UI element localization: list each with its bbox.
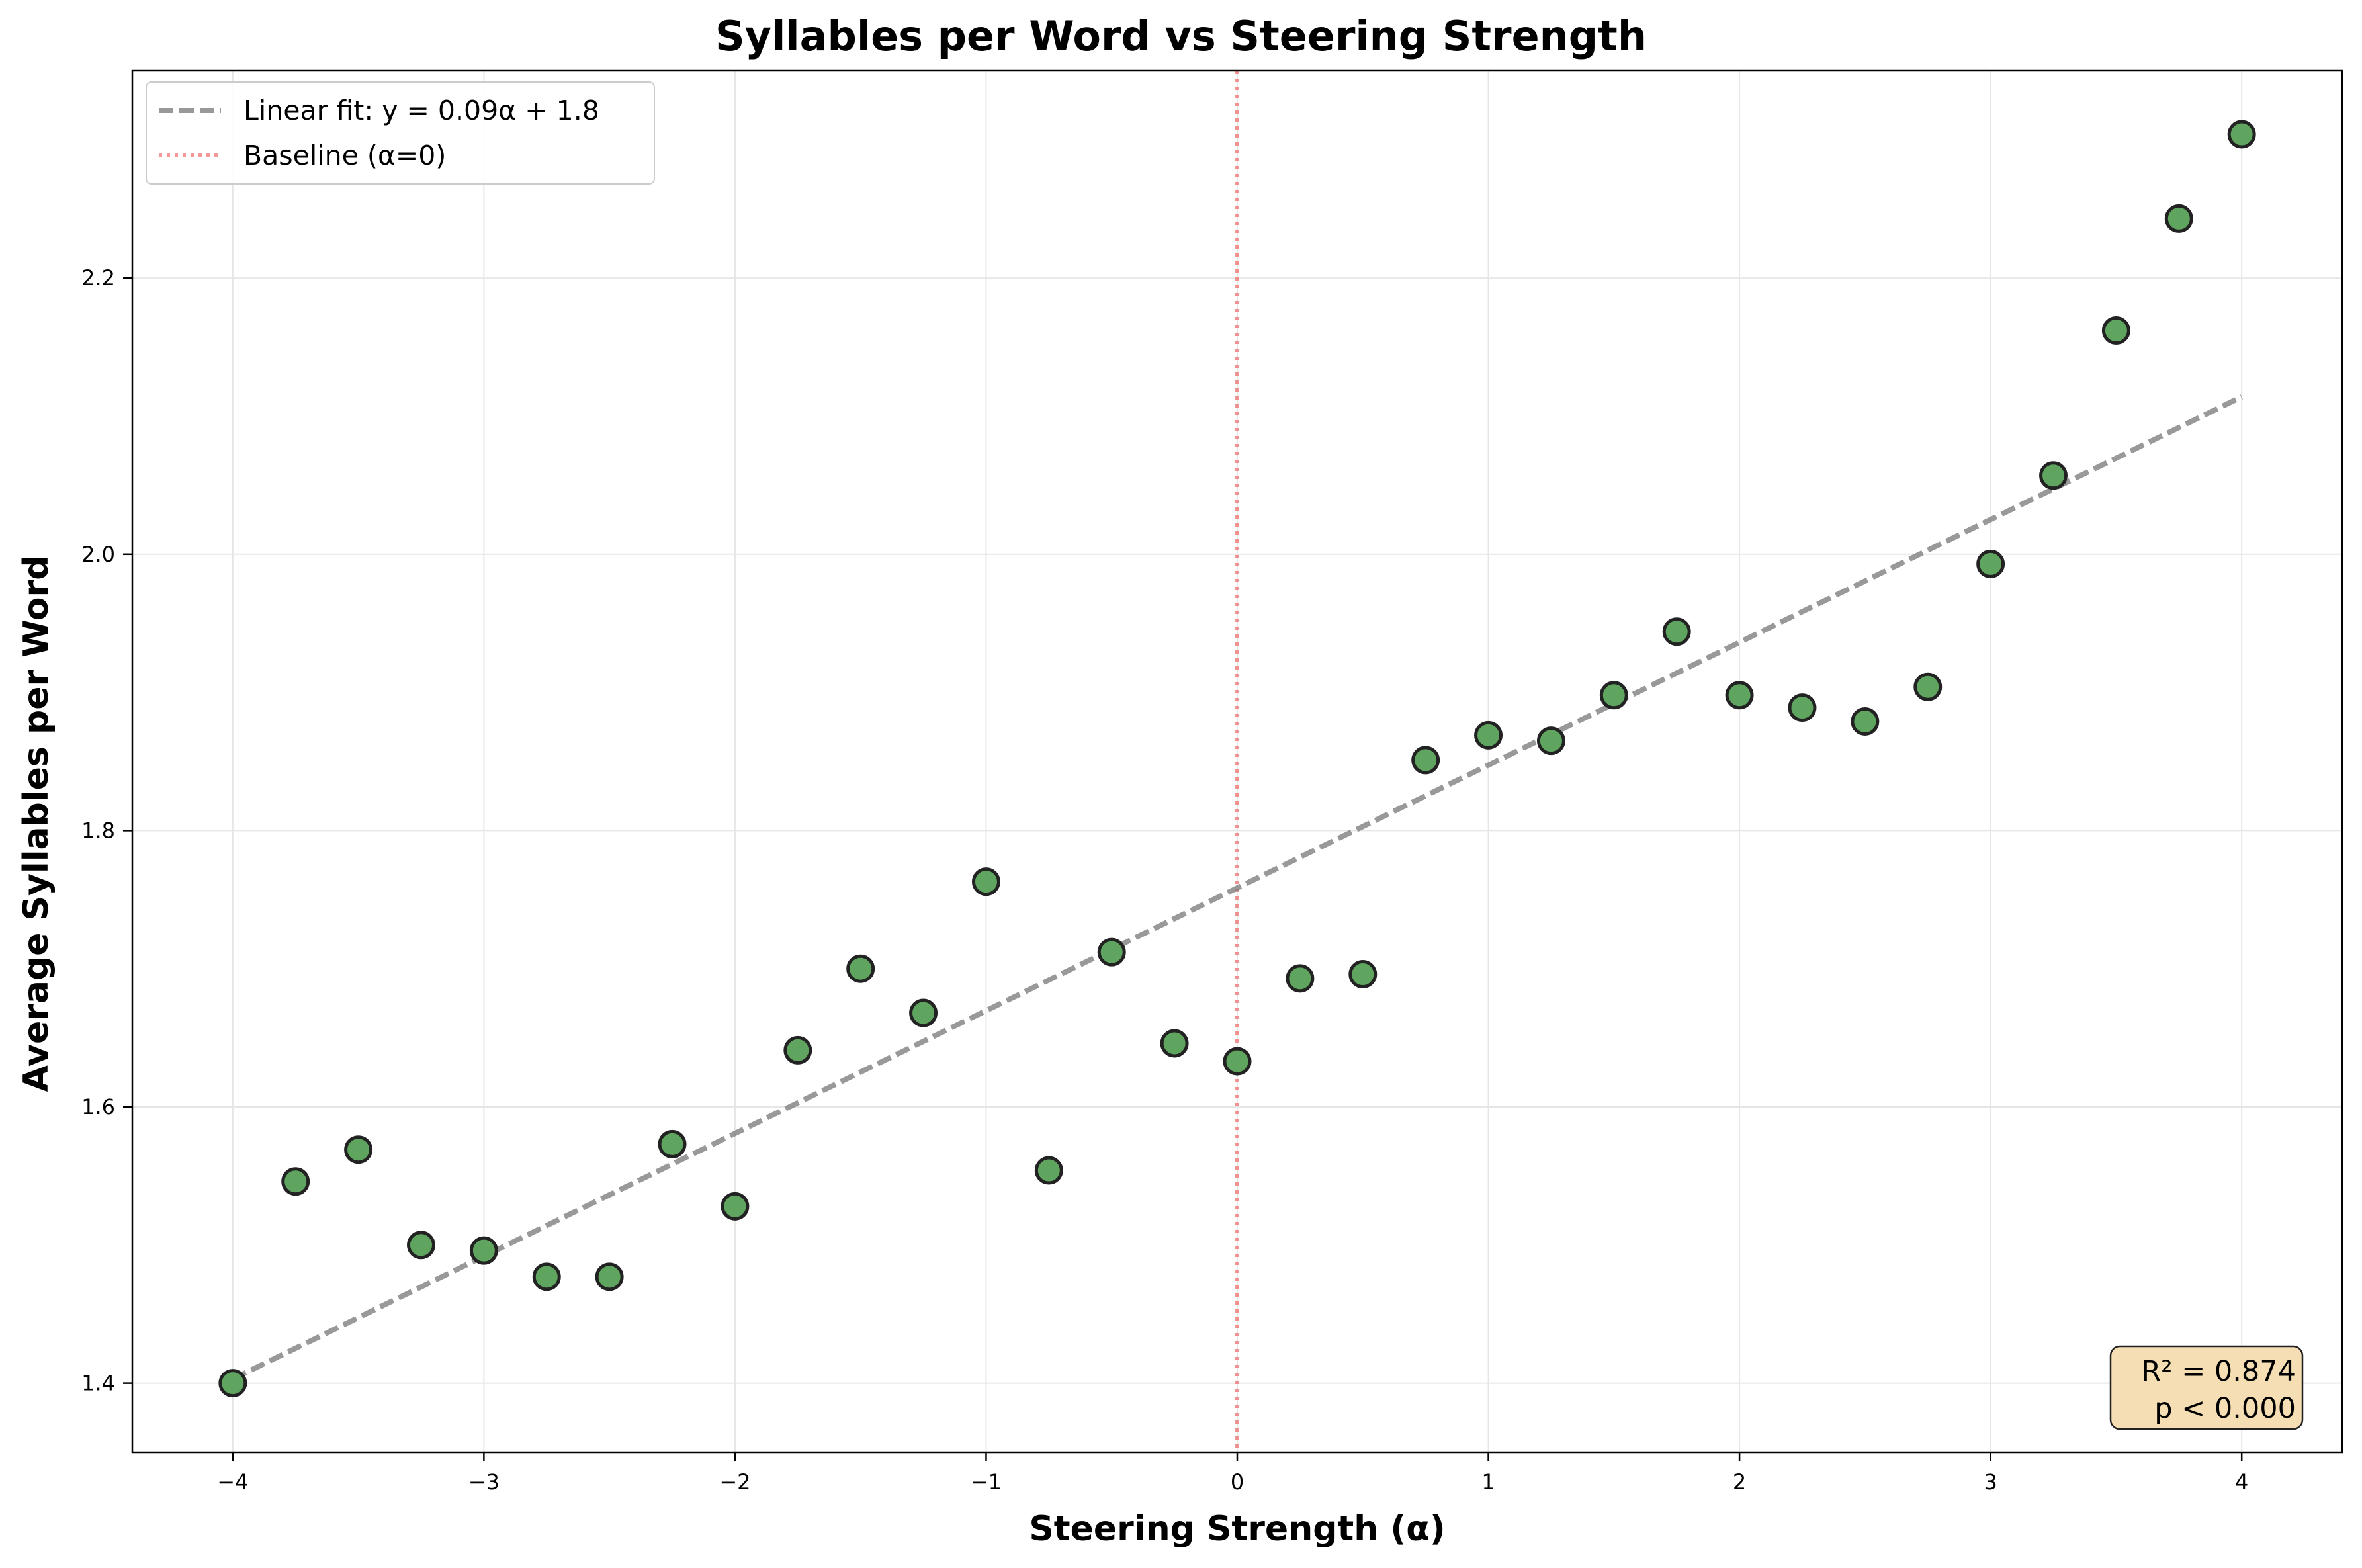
stats-p-value: p < 0.000 xyxy=(2154,1392,2296,1425)
stats-r-squared: R² = 0.874 xyxy=(2141,1355,2296,1388)
data-point xyxy=(1662,617,1691,646)
data-point xyxy=(344,1135,373,1164)
data-point xyxy=(1788,693,1817,722)
data-point xyxy=(1411,746,1440,775)
stats-box xyxy=(2109,1345,2304,1430)
y-axis-label: Average Syllables per Word xyxy=(17,556,56,1092)
y-tick-label: 2.2 xyxy=(81,265,115,290)
stats-annotation: R² = 0.874 p < 0.000 xyxy=(2109,1345,2304,1430)
data-point xyxy=(783,1035,812,1065)
linear-fit-line xyxy=(232,394,2243,1381)
legend: Linear fit: y = 0.09α + 1.8 Baseline (α=… xyxy=(146,81,655,185)
data-point xyxy=(1474,720,1503,750)
data-point xyxy=(1976,549,2005,578)
data-point xyxy=(595,1262,624,1291)
data-points xyxy=(218,120,2256,1398)
data-point xyxy=(2227,120,2256,149)
y-tick-label: 1.4 xyxy=(81,1371,115,1396)
x-tick-label: 2 xyxy=(1733,1469,1746,1495)
data-point xyxy=(1599,681,1628,710)
y-tick-label: 1.6 xyxy=(81,1094,115,1119)
x-tick-label: −1 xyxy=(971,1469,1002,1495)
fit-line-layer xyxy=(232,394,2243,1381)
data-point xyxy=(1348,960,1378,989)
x-tick-label: −2 xyxy=(719,1469,750,1495)
data-point xyxy=(1536,726,1565,756)
y-axis-ticks: 1.4 1.6 1.8 2.0 2.2 xyxy=(81,265,132,1396)
data-point xyxy=(469,1236,498,1265)
data-point xyxy=(1160,1029,1189,1058)
legend-fit-label: Linear fit: y = 0.09α + 1.8 xyxy=(243,95,599,126)
data-point xyxy=(1223,1047,1252,1076)
data-point xyxy=(721,1192,750,1221)
data-point xyxy=(658,1129,687,1158)
x-tick-label: 0 xyxy=(1231,1469,1244,1495)
x-tick-label: −4 xyxy=(217,1469,248,1495)
data-point xyxy=(1725,681,1754,710)
x-axis-label: Steering Strength (α) xyxy=(1029,1509,1445,1549)
y-tick-label: 1.8 xyxy=(81,818,115,843)
data-point xyxy=(2101,316,2130,345)
x-tick-label: 1 xyxy=(1481,1469,1495,1495)
data-point xyxy=(846,954,875,983)
data-point xyxy=(218,1369,247,1398)
data-point xyxy=(1286,964,1315,993)
y-tick-label: 2.0 xyxy=(81,542,115,567)
data-point xyxy=(2164,204,2193,233)
x-axis-ticks: −4 −3 −2 −1 0 1 2 3 4 xyxy=(217,1452,2248,1495)
data-point xyxy=(971,867,1000,896)
data-point xyxy=(281,1167,310,1196)
legend-baseline-label: Baseline (α=0) xyxy=(243,140,446,171)
chart-title: Syllables per Word vs Steering Strength xyxy=(715,12,1647,60)
x-tick-label: −3 xyxy=(468,1469,500,1495)
data-point xyxy=(2039,461,2068,490)
x-tick-label: 3 xyxy=(1984,1469,1997,1495)
data-point xyxy=(1913,672,1943,701)
data-point xyxy=(406,1231,435,1260)
x-tick-label: 4 xyxy=(2235,1469,2248,1495)
data-point xyxy=(532,1262,561,1291)
data-point xyxy=(1851,707,1880,736)
legend-box xyxy=(146,81,655,185)
data-point xyxy=(1097,937,1126,967)
data-point xyxy=(909,998,938,1027)
data-point xyxy=(1034,1156,1063,1185)
